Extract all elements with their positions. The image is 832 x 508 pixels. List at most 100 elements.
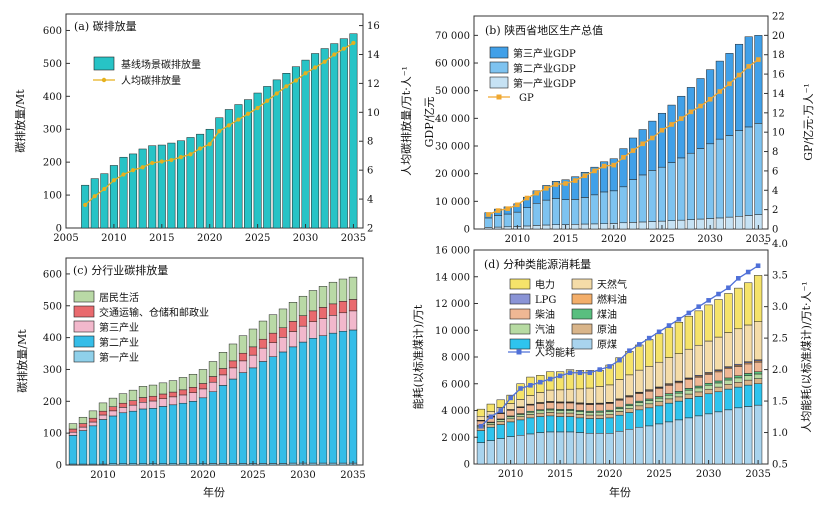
- bar-焦炭-2012: [527, 418, 535, 434]
- bar-原煤-2035: [754, 405, 762, 464]
- bar-交通运输、仓储和邮政业-2017: [169, 392, 177, 397]
- bar-第二产业GDP-2010: [514, 212, 522, 226]
- bar-原油-2026: [665, 399, 673, 403]
- y-right-tick-label: 2: [772, 205, 778, 216]
- y-right-tick-label: 10: [772, 128, 785, 139]
- bar-基线场景碳排放量-2032: [321, 49, 328, 228]
- point-人均碳排放量-2022: [227, 123, 231, 127]
- bar-原煤-2031: [715, 412, 723, 464]
- bar-汽油-2010: [507, 417, 515, 419]
- bar-原煤-2009: [497, 439, 505, 464]
- bar-第二产业GDP-2029: [697, 149, 705, 220]
- bar-第一产业GDP-2023: [639, 222, 647, 229]
- bar-第二产业-2029: [289, 347, 297, 463]
- y-tick-label: 40 000: [435, 114, 470, 125]
- bar-交通运输、仓储和邮政业-2020: [199, 383, 207, 388]
- bar-柴油-2016: [566, 403, 574, 409]
- y-right-tick-label: 16: [367, 21, 380, 32]
- bar-交通运输、仓储和邮政业-2014: [139, 397, 147, 402]
- legend-swatch-diesel: [510, 309, 530, 319]
- bar-第二产业-2028: [279, 352, 287, 463]
- bar-第一产业GDP-2013: [543, 225, 551, 229]
- bar-原煤-2020: [606, 433, 614, 464]
- bar-第一产业GDP-2033: [735, 216, 743, 229]
- bar-柴油-2035: [754, 362, 762, 372]
- bar-柴油-2014: [546, 402, 554, 408]
- bar-第三产业-2011: [109, 411, 117, 416]
- y-tick-label: 12 000: [435, 299, 470, 310]
- legend-swatch-baseline: [94, 57, 114, 70]
- bar-第二产业-2022: [219, 385, 227, 463]
- bar-焦炭-2009: [497, 425, 505, 439]
- bar-第二产业GDP-2026: [668, 163, 676, 221]
- legend-swatch-crude-oil: [572, 324, 592, 334]
- legend-swatch-residential: [74, 291, 94, 302]
- point-人均能耗-2015: [558, 374, 563, 379]
- legend-swatch-tertiary-gdp: [490, 47, 508, 58]
- bar-天然气-2022: [626, 375, 634, 396]
- bar-汽油-2031: [715, 383, 723, 387]
- point-人均碳排放量-2024: [246, 112, 250, 116]
- bar-交通运输、仓储和邮政业-2030: [299, 316, 307, 327]
- bar-电力-2026: [665, 328, 673, 358]
- bar-汽油-2019: [596, 412, 604, 415]
- y-tick-label: 30 000: [435, 142, 470, 153]
- point-人均碳排放量-2025: [256, 106, 260, 110]
- bar-电力-2023: [635, 345, 643, 370]
- bar-柴油-2010: [507, 410, 515, 416]
- legend-swatch-lpg: [510, 294, 530, 304]
- bar-交通运输、仓储和邮政业-2022: [219, 369, 227, 375]
- bar-第三产业GDP-2035: [755, 35, 763, 123]
- bar-第三产业-2022: [219, 375, 227, 386]
- bar-第一产业GDP-2034: [745, 215, 753, 229]
- bar-居民生活-2025: [249, 329, 257, 347]
- bar-煤油-2032: [725, 378, 733, 380]
- y-tick-label: 500: [43, 301, 62, 312]
- bar-原油-2033: [734, 382, 742, 387]
- bar-原油-2016: [566, 413, 574, 416]
- bar-天然气-2016: [566, 389, 574, 402]
- point-GP-2032: [727, 81, 732, 86]
- point-人均碳排放量-2015: [160, 159, 164, 163]
- bar-居民生活-2027: [269, 315, 277, 333]
- point-GP-2016: [573, 178, 578, 183]
- bar-第二产业GDP-2031: [716, 139, 724, 218]
- bar-交通运输、仓储和邮政业-2024: [239, 353, 247, 361]
- y-right-tick-label: 0: [772, 225, 778, 236]
- bar-焦炭-2014: [546, 416, 554, 432]
- bar-交通运输、仓储和邮政业-2033: [329, 304, 337, 315]
- bar-电力-2035: [754, 275, 762, 321]
- bar-原油-2025: [655, 402, 663, 406]
- x-tick-label: 2035: [341, 233, 366, 244]
- panel-c-xlabel: 年份: [203, 485, 225, 499]
- panel-c-ylabel: 碳排放量/Mt: [15, 329, 29, 393]
- bar-焦炭-2025: [655, 406, 663, 424]
- bar-交通运输、仓储和邮政业-2034: [339, 301, 347, 312]
- bar-基线场景碳排放量-2017: [177, 141, 184, 228]
- legend-marker-per-capita-energy: [517, 350, 522, 355]
- y-right-tick-label: 18: [772, 50, 785, 61]
- bar-汽油-2026: [665, 395, 673, 399]
- point-人均能耗-2016: [568, 370, 573, 375]
- bar-第二产业GDP-2030: [706, 144, 714, 219]
- panel-c-title: (c) 分行业碳排放量: [73, 263, 168, 277]
- point-人均能耗-2026: [667, 323, 672, 328]
- bar-原油-2027: [675, 397, 683, 401]
- bar-居民生活-2035: [349, 277, 357, 299]
- bar-第一产业GDP-2008: [494, 227, 502, 229]
- point-人均碳排放量-2020: [208, 142, 212, 146]
- bar-天然气-2018: [586, 388, 594, 403]
- point-人均碳排放量-2012: [131, 168, 135, 172]
- y-tick-label: 0: [464, 225, 470, 236]
- bar-第三产业GDP-2021: [620, 149, 628, 187]
- bar-第三产业GDP-2023: [639, 130, 647, 175]
- bar-原煤-2016: [566, 432, 574, 464]
- bar-电力-2027: [675, 322, 683, 353]
- bar-原煤-2034: [744, 406, 752, 464]
- bar-交通运输、仓储和邮政业-2016: [159, 394, 167, 399]
- panel-d-title: (d) 分种类能源消耗量: [484, 257, 591, 271]
- bar-天然气-2017: [576, 389, 584, 403]
- bar-基线场景碳排放量-2014: [148, 146, 155, 228]
